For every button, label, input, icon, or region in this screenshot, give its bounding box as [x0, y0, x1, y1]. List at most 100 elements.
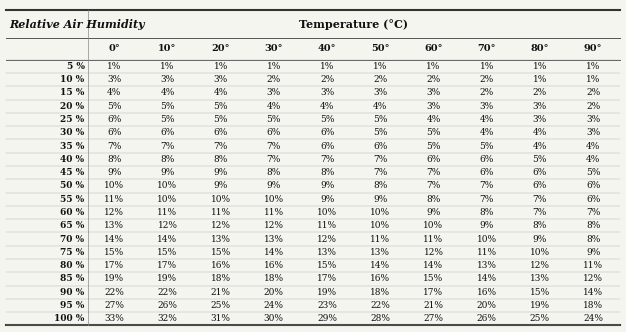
Text: 20%: 20%: [264, 288, 284, 297]
Text: 12%: 12%: [105, 208, 124, 217]
Text: 6%: 6%: [107, 128, 121, 137]
Text: 30 %: 30 %: [60, 128, 85, 137]
Text: 27%: 27%: [105, 301, 124, 310]
Text: 17%: 17%: [423, 288, 444, 297]
Text: 6%: 6%: [373, 141, 387, 151]
Text: 2%: 2%: [373, 75, 387, 84]
Text: 75 %: 75 %: [60, 248, 85, 257]
Text: 80°: 80°: [531, 44, 549, 53]
Text: 25 %: 25 %: [60, 115, 85, 124]
Text: 17%: 17%: [104, 261, 125, 270]
Text: 3%: 3%: [160, 75, 175, 84]
Text: 24%: 24%: [264, 301, 284, 310]
Text: 4%: 4%: [107, 88, 121, 98]
Text: 80 %: 80 %: [60, 261, 85, 270]
Text: 9%: 9%: [480, 221, 494, 230]
Text: 11%: 11%: [423, 234, 444, 244]
Text: 26%: 26%: [158, 301, 177, 310]
Text: 16%: 16%: [210, 261, 231, 270]
Text: 3%: 3%: [533, 115, 547, 124]
Text: 6%: 6%: [107, 115, 121, 124]
Text: 8%: 8%: [586, 221, 600, 230]
Text: 10%: 10%: [476, 234, 497, 244]
Text: 5%: 5%: [480, 141, 494, 151]
Text: 2%: 2%: [586, 102, 600, 111]
Text: 85 %: 85 %: [60, 274, 85, 284]
Text: 19%: 19%: [317, 288, 337, 297]
Text: 2%: 2%: [267, 75, 281, 84]
Text: 3%: 3%: [213, 75, 228, 84]
Text: 14%: 14%: [264, 248, 284, 257]
Text: 7%: 7%: [213, 141, 228, 151]
Text: 32%: 32%: [158, 314, 177, 323]
Text: 1%: 1%: [267, 62, 281, 71]
Text: 3%: 3%: [373, 88, 387, 98]
Text: 5%: 5%: [107, 102, 121, 111]
Text: 8%: 8%: [533, 221, 547, 230]
Text: 8%: 8%: [107, 155, 121, 164]
Text: 7%: 7%: [586, 208, 600, 217]
Text: 20°: 20°: [212, 44, 230, 53]
Text: 19%: 19%: [530, 301, 550, 310]
Text: 5%: 5%: [320, 115, 334, 124]
Text: 6%: 6%: [267, 128, 281, 137]
Text: 10%: 10%: [370, 221, 391, 230]
Text: 14%: 14%: [370, 261, 391, 270]
Text: 10%: 10%: [210, 195, 231, 204]
Text: 10%: 10%: [157, 195, 178, 204]
Text: 4%: 4%: [373, 102, 387, 111]
Text: 14%: 14%: [157, 234, 178, 244]
Text: 30°: 30°: [265, 44, 283, 53]
Text: 19%: 19%: [104, 274, 125, 284]
Text: 6%: 6%: [213, 128, 228, 137]
Text: 10%: 10%: [264, 195, 284, 204]
Text: 0°: 0°: [108, 44, 120, 53]
Text: 21%: 21%: [211, 288, 230, 297]
Text: 90°: 90°: [584, 44, 602, 53]
Text: 3%: 3%: [586, 115, 600, 124]
Text: 3%: 3%: [426, 88, 441, 98]
Text: 13%: 13%: [105, 221, 124, 230]
Text: 23%: 23%: [317, 301, 337, 310]
Text: 7%: 7%: [107, 141, 121, 151]
Text: 11%: 11%: [370, 234, 391, 244]
Text: 8%: 8%: [373, 181, 387, 191]
Text: 13%: 13%: [317, 248, 337, 257]
Text: 30%: 30%: [264, 314, 284, 323]
Text: 1%: 1%: [213, 62, 228, 71]
Text: 8%: 8%: [160, 155, 175, 164]
Text: 45 %: 45 %: [60, 168, 85, 177]
Text: 18%: 18%: [264, 274, 284, 284]
Text: 9%: 9%: [213, 181, 228, 191]
Text: 3%: 3%: [586, 128, 600, 137]
Text: 3%: 3%: [107, 75, 121, 84]
Text: 8%: 8%: [426, 195, 441, 204]
Text: 6%: 6%: [586, 181, 600, 191]
Text: 10%: 10%: [157, 181, 178, 191]
Text: 25%: 25%: [530, 314, 550, 323]
Text: 24%: 24%: [583, 314, 603, 323]
Text: 14%: 14%: [583, 288, 603, 297]
Text: 18%: 18%: [370, 288, 391, 297]
Text: 1%: 1%: [426, 62, 441, 71]
Text: 8%: 8%: [480, 208, 494, 217]
Text: 7%: 7%: [426, 181, 441, 191]
Text: 18%: 18%: [210, 274, 231, 284]
Text: 8%: 8%: [586, 234, 600, 244]
Text: 12%: 12%: [211, 221, 230, 230]
Text: 5%: 5%: [267, 115, 281, 124]
Text: 5%: 5%: [426, 141, 441, 151]
Text: 7%: 7%: [533, 195, 547, 204]
Text: 22%: 22%: [105, 288, 124, 297]
Text: 7%: 7%: [320, 155, 334, 164]
Text: 26%: 26%: [477, 314, 496, 323]
Text: 65 %: 65 %: [60, 221, 85, 230]
Text: 7%: 7%: [160, 141, 175, 151]
Text: 13%: 13%: [477, 261, 496, 270]
Text: 9%: 9%: [160, 168, 175, 177]
Text: 40 %: 40 %: [60, 155, 85, 164]
Text: 4%: 4%: [480, 128, 494, 137]
Text: 28%: 28%: [371, 314, 390, 323]
Text: 20%: 20%: [477, 301, 496, 310]
Text: 6%: 6%: [320, 128, 334, 137]
